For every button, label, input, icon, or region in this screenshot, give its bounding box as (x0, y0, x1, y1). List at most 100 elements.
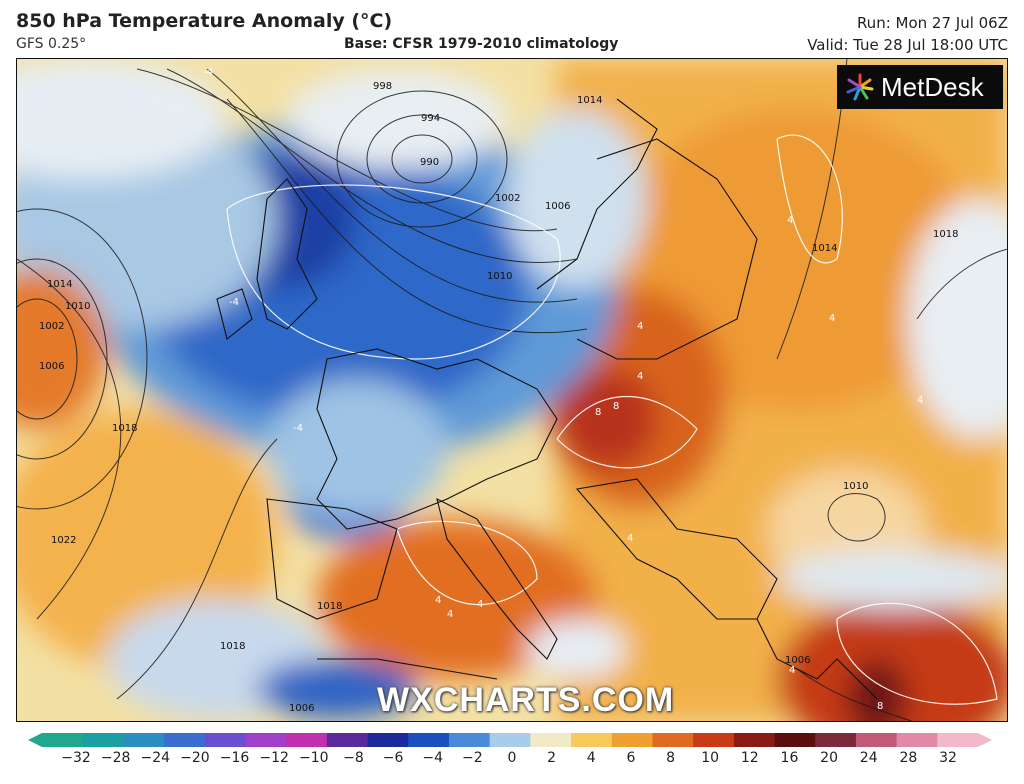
colorbar-tick: −24 (140, 750, 171, 766)
metdesk-star-icon (846, 73, 874, 101)
anomaly-label: 4 (787, 215, 793, 226)
colorbar-segment (815, 733, 857, 747)
colorbar-segment (82, 733, 124, 747)
colorbar-tick: 0 (507, 750, 517, 766)
isobar-label: 1006 (785, 655, 810, 666)
run-time-label: Run: Mon 27 Jul 06Z (856, 14, 1008, 32)
isobar-label: 1014 (577, 95, 602, 106)
colorbar-segment (245, 733, 287, 747)
wxcharts-watermark: WXCHARTS.COM (377, 681, 675, 719)
isobar-label: 1010 (65, 301, 90, 312)
anomaly-label: 4 (917, 395, 923, 406)
colorbar (28, 733, 992, 747)
colorbar-tick: −4 (422, 750, 444, 766)
colorbar-segment (489, 733, 531, 747)
colorbar-tick: −12 (259, 750, 289, 766)
metdesk-logo: MetDesk (837, 65, 1003, 109)
colorbar-tick: −8 (343, 750, 364, 766)
colorbar-tick: 6 (626, 750, 636, 766)
colorbar-segment (855, 733, 898, 747)
isobar-label: 1006 (39, 361, 64, 372)
anomaly-label: 4 (477, 599, 483, 610)
isobar-label: 994 (421, 113, 440, 124)
colorbar-tick: −6 (382, 750, 404, 766)
anomaly-label: 4 (829, 313, 835, 324)
isobar-label: 1010 (487, 271, 512, 282)
colorbar-segment (611, 733, 653, 747)
colorbar-tick: −16 (219, 750, 250, 766)
anomaly-label: -4 (293, 423, 303, 434)
anomaly-label: -4 (203, 67, 213, 78)
anomaly-label: 4 (637, 371, 643, 382)
anomaly-map[interactable]: 998 994 990 1002 1006 1010 1014 1010 1002 1006 101… (16, 58, 1008, 722)
isobar-label: 990 (420, 157, 439, 168)
colorbar-segment (693, 733, 735, 747)
colorbar-low-arrow (28, 733, 42, 747)
anomaly-label: 8 (613, 401, 619, 412)
colorbar-segment (571, 733, 613, 747)
colorbar-segment (408, 733, 450, 747)
colorbar-segment (204, 733, 246, 747)
valid-time-label: Valid: Tue 28 Jul 18:00 UTC (807, 36, 1008, 54)
colorbar-segment (448, 733, 491, 747)
isobar-label: 1014 (812, 243, 837, 254)
colorbar-tick: 4 (586, 750, 596, 766)
colorbar-tick: 16 (780, 750, 799, 766)
colorbar-tick-labels: −32 −28 −24 −20 −16 −12 −10 −8 −6 −4 −2 0 2 4 6 8 10 12 16… (0, 750, 1024, 774)
isobar-label: 1018 (112, 423, 137, 434)
colorbar-segment (937, 733, 979, 747)
colorbar-segment (286, 733, 328, 747)
anomaly-label: 8 (877, 701, 883, 712)
anomaly-contours (226, 134, 998, 705)
isobar-label: 998 (373, 81, 392, 92)
anomaly-label: 4 (637, 321, 643, 332)
isobar-label: 1018 (220, 641, 245, 652)
colorbar-tick: 32 (939, 750, 957, 766)
anomaly-label: 8 (595, 407, 601, 418)
colorbar-tick: −32 (61, 750, 91, 766)
colorbar-tick: 8 (666, 750, 675, 766)
colorbar-segment (42, 733, 84, 747)
colorbar-segment (652, 733, 694, 747)
climatology-base-label: Base: CFSR 1979-2010 climatology (344, 36, 619, 52)
isobar-label: 1014 (47, 279, 72, 290)
colorbar-segment (896, 733, 938, 747)
colorbar-tick: 2 (547, 750, 557, 766)
map-canvas: 9989949901002100610101014101010021006101… (17, 59, 1007, 721)
colorbar-segment (530, 733, 572, 747)
anomaly-label: -4 (229, 297, 239, 308)
anomaly-label: 4 (447, 609, 453, 620)
colorbar-tick: −28 (100, 750, 131, 766)
colorbar-segment (774, 733, 816, 747)
colorbar-tick: −2 (462, 750, 483, 766)
colorbar-tick: 24 (859, 750, 878, 766)
metdesk-logo-text: MetDesk (881, 71, 984, 102)
chart-title: 850 hPa Temperature Anomaly (°C) (16, 10, 393, 32)
isobar-label: 1010 (843, 481, 868, 492)
colorbar-segment (164, 733, 206, 747)
model-label: GFS 0.25° (16, 36, 87, 52)
isobar-label: 1002 (495, 193, 520, 204)
colorbar-tick: −20 (180, 750, 210, 766)
isobar-label: 1006 (545, 201, 570, 212)
isobar-label: 1006 (289, 703, 314, 714)
isobar-label: 1002 (39, 321, 64, 332)
colorbar-segment (326, 733, 369, 747)
coastlines (216, 98, 878, 700)
colorbar-tick: 10 (701, 750, 720, 766)
colorbar-tick: −10 (299, 750, 329, 766)
colorbar-tick: 28 (899, 750, 918, 766)
colorbar-segment (123, 733, 165, 747)
colorbar-tick: 12 (740, 750, 759, 766)
colorbar-tick: 20 (820, 750, 838, 766)
colorbar-segment (367, 733, 409, 747)
anomaly-label: 4 (789, 665, 795, 676)
isobar-label: 1022 (51, 535, 76, 546)
colorbar-segment (733, 733, 776, 747)
anomaly-field (17, 59, 1007, 721)
colorbar-high-arrow (978, 733, 992, 747)
isobar-label: 1018 (317, 601, 342, 612)
anomaly-label: 4 (627, 533, 633, 544)
isobar-label: 1018 (933, 229, 958, 240)
anomaly-label: 4 (435, 595, 441, 606)
